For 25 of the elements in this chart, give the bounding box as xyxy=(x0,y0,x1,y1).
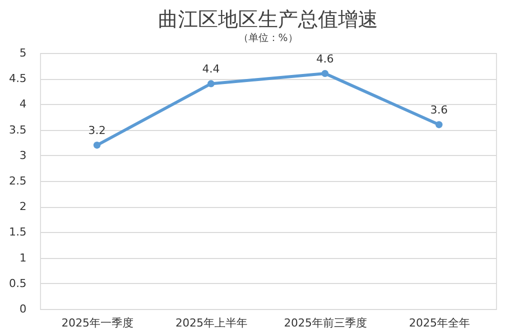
point xyxy=(93,142,101,149)
x-tick-label: 2025年前三季度 xyxy=(284,316,367,330)
point xyxy=(321,70,329,78)
y-tick-label: 2.5 xyxy=(9,174,26,188)
data-label: 3.6 xyxy=(430,104,448,117)
y-tick-label: 1 xyxy=(20,251,26,264)
data-label: 4.6 xyxy=(316,52,334,66)
y-tick-label: 5 xyxy=(20,46,26,60)
y-tick-label: 1.5 xyxy=(9,226,26,239)
data-label: 4.4 xyxy=(202,62,220,76)
y-tick-label: 0.5 xyxy=(9,276,26,290)
y-tick-label: 0 xyxy=(20,302,26,316)
x-tick-label: 2025年一季度 xyxy=(62,316,134,330)
y-tick-label: 2 xyxy=(20,200,26,214)
x-tick-label: 2025年上半年 xyxy=(176,316,248,330)
data-label: 3.2 xyxy=(88,124,106,138)
chart-title: 曲江区地区生产总值增速 xyxy=(158,7,378,31)
x-tick-label: 2025年全年 xyxy=(409,316,470,330)
y-tick-label: 3 xyxy=(20,148,26,162)
y-tick-label: 3.5 xyxy=(9,123,26,136)
chart-subtitle: （单位：%） xyxy=(238,32,298,44)
y-tick-label: 4 xyxy=(20,98,26,111)
y-tick-label: 4.5 xyxy=(9,72,26,86)
point xyxy=(435,121,443,128)
point xyxy=(207,80,215,88)
